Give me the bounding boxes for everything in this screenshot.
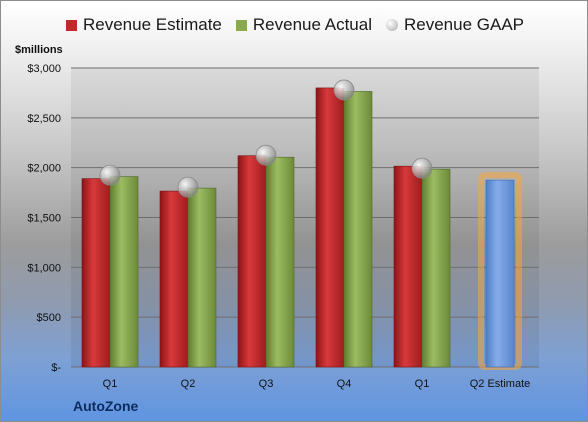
- legend-label-actual: Revenue Actual: [252, 15, 372, 34]
- bar-revenue-estimate: [393, 165, 423, 368]
- legend-label-estimate: Revenue Estimate: [82, 15, 222, 34]
- gaap-markers: [99, 79, 433, 198]
- bar-revenue-actual: [265, 156, 295, 368]
- x-tick-label: Q2: [181, 378, 196, 390]
- legend-swatch-estimate: [65, 19, 77, 31]
- y-tick-label: $2,500: [27, 113, 61, 125]
- marker-revenue-gaap: [255, 144, 277, 166]
- bar-q2-estimate: [485, 179, 515, 368]
- x-tick-label: Q2 Estimate: [470, 378, 531, 390]
- bar-revenue-actual: [343, 91, 373, 368]
- x-tick-label: Q1: [415, 378, 430, 390]
- bar-revenue-estimate: [81, 178, 111, 368]
- bar-revenue-actual: [421, 168, 451, 368]
- bar-revenue-actual: [109, 176, 139, 368]
- y-tick-label: $1,000: [27, 262, 61, 274]
- legend-item-gaap: Revenue GAAP: [385, 15, 524, 35]
- gridlines: [71, 67, 539, 368]
- bar-revenue-estimate: [237, 155, 267, 368]
- bar-revenue-estimate: [315, 87, 345, 368]
- y-axis-ticks: $- $500 $1,000 $1,500 $2,000 $2,500 $3,000: [27, 63, 61, 374]
- x-tick-label: Q3: [259, 378, 274, 390]
- marker-revenue-gaap: [177, 176, 199, 198]
- y-axis-units-label: $millions: [15, 44, 63, 56]
- legend-item-estimate: Revenue Estimate: [65, 15, 222, 35]
- legend-label-gaap: Revenue GAAP: [403, 15, 524, 34]
- legend-swatch-gaap: [385, 19, 398, 31]
- y-tick-label: $2,000: [27, 163, 61, 175]
- bar-revenue-estimate: [159, 190, 189, 368]
- y-tick-label: $-: [51, 362, 61, 374]
- x-tick-label: Q1: [103, 378, 118, 390]
- legend-item-actual: Revenue Actual: [235, 15, 372, 35]
- bar-revenue-actual: [187, 187, 217, 368]
- x-tick-label: Q4: [337, 378, 352, 390]
- marker-revenue-gaap: [411, 157, 433, 179]
- bars: [81, 87, 522, 370]
- y-tick-label: $3,000: [27, 63, 61, 75]
- marker-revenue-gaap: [333, 79, 355, 101]
- legend: Revenue Estimate Revenue Actual Revenue …: [1, 15, 587, 35]
- y-tick-label: $1,500: [27, 213, 61, 225]
- marker-revenue-gaap: [99, 164, 121, 186]
- company-name: AutoZone: [73, 398, 139, 414]
- x-axis-ticks: Q1 Q2 Q3 Q4 Q1 Q2 Estimate: [103, 378, 531, 390]
- y-tick-label: $500: [37, 312, 61, 324]
- legend-swatch-actual: [235, 19, 247, 31]
